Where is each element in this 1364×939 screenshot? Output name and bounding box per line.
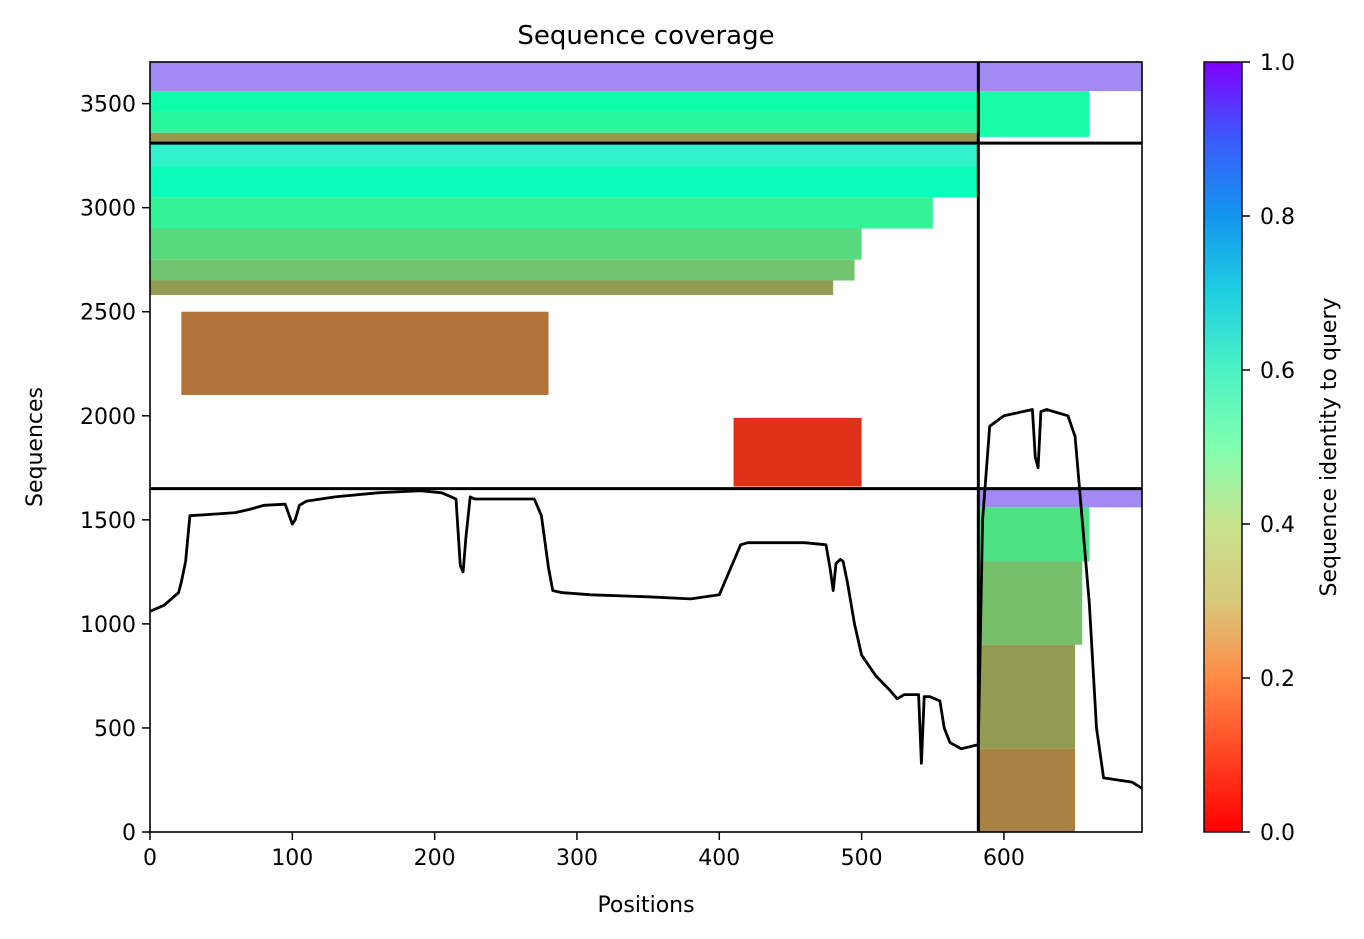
coverage-block-6 (150, 143, 979, 167)
x-tick-label-100: 100 (271, 846, 313, 871)
y-axis-ticks: 0 500 1000 1500 2000 2500 3000 3500 (80, 93, 150, 846)
x-tick-label-600: 600 (983, 846, 1025, 871)
y-axis-label: Sequences (23, 387, 48, 507)
y-tick-label-3000: 3000 (80, 197, 136, 222)
coverage-block-16 (978, 561, 1083, 645)
coverage-block-1 (150, 91, 979, 112)
x-tick-label-300: 300 (556, 846, 598, 871)
coverage-block-14 (978, 488, 1142, 508)
colorbar-label: Sequence identity to query (1317, 297, 1342, 596)
coverage-block-12 (181, 311, 549, 395)
y-tick-label-500: 500 (94, 717, 136, 742)
y-tick-label-0: 0 (122, 821, 136, 846)
coverage-block-7 (150, 166, 979, 198)
coverage-block-9 (150, 228, 862, 260)
colorbar-tick-label-0: 0.0 (1260, 821, 1295, 846)
y-tick-label-2500: 2500 (80, 301, 136, 326)
coverage-block-15 (978, 507, 1090, 562)
plot-frame (149, 61, 1143, 833)
coverage-block-5 (978, 91, 1090, 137)
colorbar (1203, 61, 1243, 833)
coverage-blocks (150, 62, 1142, 832)
coverage-line (150, 408, 1142, 790)
colorbar-ticks: 0.0 0.2 0.4 0.6 0.8 1.0 (1242, 51, 1295, 846)
coverage-block-13 (733, 417, 862, 487)
coverage-block-2 (150, 111, 979, 133)
colorbar-tick-label-2: 0.4 (1260, 513, 1295, 538)
y-tick-label-3500: 3500 (80, 93, 136, 118)
x-axis-label: Positions (597, 893, 694, 918)
x-tick-label-200: 200 (414, 846, 456, 871)
coverage-block-3 (150, 132, 979, 144)
coverage-block-0 (150, 62, 979, 92)
x-tick-label-0: 0 (143, 846, 157, 871)
coverage-block-8 (150, 197, 933, 229)
colorbar-tick-label-1: 0.2 (1260, 667, 1295, 692)
coverage-block-10 (150, 259, 855, 281)
colorbar-tick-label-4: 0.8 (1260, 205, 1295, 230)
colorbar-tick-label-3: 0.6 (1260, 359, 1295, 384)
y-tick-label-1000: 1000 (80, 613, 136, 638)
coverage-line-layer (150, 408, 1142, 790)
x-tick-label-500: 500 (841, 846, 883, 871)
coverage-block-17 (978, 644, 1076, 749)
colorbar-tick-label-5: 1.0 (1260, 51, 1295, 76)
coverage-block-18 (978, 748, 1076, 832)
x-axis-ticks: 0 100 200 300 400 500 600 (143, 832, 1025, 871)
coverage-block-11 (150, 280, 834, 296)
chart-title: Sequence coverage (517, 21, 774, 51)
y-tick-label-1500: 1500 (80, 509, 136, 534)
x-tick-label-400: 400 (698, 846, 740, 871)
y-tick-label-2000: 2000 (80, 405, 136, 430)
coverage-block-4 (978, 62, 1142, 92)
